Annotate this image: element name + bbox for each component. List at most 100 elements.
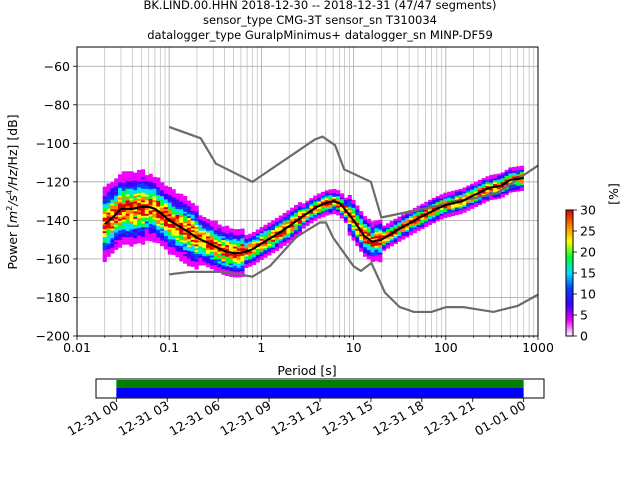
heatmap-cell	[240, 249, 245, 252]
heatmap-cell	[186, 239, 192, 242]
heatmap-cell	[519, 181, 525, 184]
heatmap-cell	[133, 189, 138, 193]
heatmap-cell	[118, 191, 123, 194]
heatmap-cell	[114, 232, 119, 235]
heatmap-cell	[194, 242, 199, 245]
heatmap-cell	[297, 229, 303, 232]
heatmap-cell	[305, 216, 310, 219]
heatmap-cell	[274, 231, 280, 234]
heatmap-cell	[362, 252, 368, 255]
heatmap-cell	[118, 222, 123, 225]
y-axis: −60−80−100−120−140−160−180−200	[36, 59, 77, 344]
heatmap-cell	[504, 173, 509, 176]
heatmap-cell	[106, 187, 111, 190]
heatmap-cell	[148, 177, 153, 180]
heatmap-cell	[412, 215, 417, 218]
heatmap-cell	[102, 192, 107, 195]
heatmap-cell	[221, 243, 226, 246]
heatmap-cell	[106, 225, 111, 229]
heatmap-cell	[416, 228, 421, 231]
heatmap-cell	[140, 202, 146, 205]
heatmap-cell	[286, 235, 291, 238]
heatmap-cell	[450, 210, 456, 213]
heatmap-cell	[374, 259, 379, 262]
heatmap-cell	[282, 236, 287, 239]
heatmap-cell	[347, 202, 352, 205]
heatmap-cell	[248, 251, 253, 254]
heatmap-cell	[140, 180, 146, 184]
heatmap-cell	[121, 202, 126, 205]
heatmap-cell	[359, 240, 364, 243]
heatmap-cell	[171, 243, 176, 246]
heatmap-cell	[255, 239, 260, 242]
heatmap-cell	[206, 238, 211, 241]
heatmap-cell	[148, 173, 153, 176]
heatmap-cell	[336, 209, 341, 212]
heatmap-cell	[282, 241, 287, 244]
heatmap-cell	[366, 234, 371, 237]
heatmap-cell	[225, 243, 230, 246]
heatmap-cell	[202, 217, 207, 220]
heatmap-cell	[163, 204, 169, 208]
heatmap-cell	[397, 224, 402, 227]
heatmap-cell	[251, 235, 257, 238]
heatmap-cell	[232, 248, 237, 251]
heatmap-cell	[328, 197, 333, 200]
heatmap-cell	[194, 215, 199, 218]
heatmap-cell	[485, 176, 490, 179]
heatmap-cell	[156, 194, 161, 197]
heatmap-cell	[102, 188, 107, 191]
heatmap-cell	[148, 193, 153, 196]
heatmap-cell	[297, 213, 303, 216]
heatmap-cell	[209, 251, 214, 254]
heatmap-cell	[144, 204, 149, 207]
heatmap-cell	[519, 183, 525, 186]
heatmap-cell	[102, 250, 107, 253]
heatmap-cell	[301, 207, 306, 210]
heatmap-cell	[213, 224, 218, 227]
heatmap-cell	[255, 260, 260, 263]
heatmap-cell	[156, 221, 161, 224]
heatmap-cell	[439, 202, 444, 205]
heatmap-cell	[454, 199, 459, 202]
heatmap-cell	[152, 198, 157, 201]
heatmap-cell	[198, 244, 203, 247]
heatmap-cell	[301, 224, 306, 227]
heatmap-cell	[458, 210, 463, 213]
heatmap-cell	[194, 213, 199, 216]
heatmap-cell	[114, 247, 119, 250]
heatmap-cell	[278, 223, 283, 226]
heatmap-cell	[320, 211, 325, 214]
heatmap-cell	[263, 251, 268, 254]
heatmap-cell	[236, 259, 241, 263]
heatmap-cell	[516, 189, 521, 192]
heatmap-cell	[290, 228, 295, 231]
heatmap-cell	[290, 219, 295, 222]
heatmap-cell	[340, 212, 345, 215]
heatmap-cell	[118, 212, 123, 215]
heatmap-cell	[186, 221, 192, 224]
heatmap-cell	[512, 168, 517, 171]
heatmap-cell	[133, 176, 138, 179]
heatmap-cell	[183, 226, 188, 230]
heatmap-cell	[313, 203, 318, 206]
heatmap-cell	[198, 257, 203, 260]
heatmap-cell	[397, 235, 402, 238]
heatmap-cell	[183, 213, 188, 216]
heatmap-cell	[121, 223, 126, 226]
heatmap-cell	[271, 222, 276, 225]
heatmap-cell	[225, 260, 230, 263]
heatmap-cell	[106, 193, 111, 196]
heatmap-cell	[167, 229, 172, 232]
heatmap-cell	[290, 232, 295, 235]
heatmap-cell	[183, 236, 188, 239]
heatmap-cell	[194, 219, 199, 222]
heatmap-cell	[336, 192, 341, 195]
heatmap-cell	[137, 214, 142, 217]
heatmap-cell	[140, 236, 146, 239]
heatmap-cell	[121, 217, 126, 220]
heatmap-cell	[125, 180, 130, 184]
heatmap-cell	[140, 230, 146, 234]
heatmap-cell	[485, 191, 490, 194]
heatmap-cell	[129, 202, 134, 205]
